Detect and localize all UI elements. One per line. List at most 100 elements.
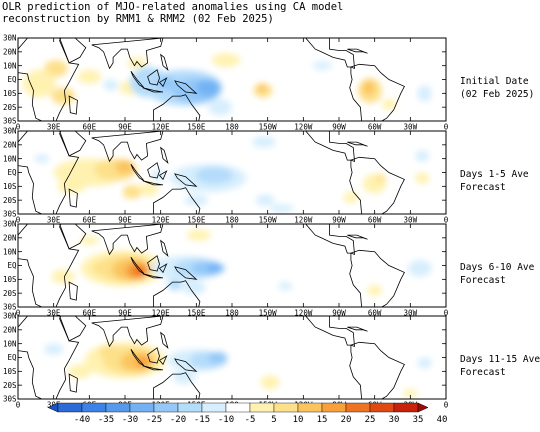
- lat-tick-label: 30N: [3, 127, 17, 136]
- anomaly-contour: [91, 261, 111, 276]
- coastline: [158, 263, 168, 274]
- lon-tick-label: 30E: [47, 216, 61, 225]
- anomaly-contour: [270, 204, 294, 213]
- coastline: [305, 224, 355, 255]
- lat-tick-label: 30N: [3, 312, 17, 321]
- anomaly-contour: [417, 357, 432, 369]
- coastline: [153, 372, 201, 399]
- coastline: [59, 316, 87, 342]
- anomaly-contour: [195, 166, 234, 184]
- lon-tick-label: 120E: [152, 216, 171, 225]
- coastline: [59, 131, 87, 157]
- anomaly-contour: [67, 364, 92, 379]
- lon-tick-label: 0: [16, 401, 21, 410]
- lon-tick-label: 180: [225, 309, 239, 318]
- lon-tick-label: 0: [16, 309, 21, 318]
- lat-tick-label: 30S: [3, 303, 17, 312]
- coastline: [59, 38, 87, 64]
- lat-tick-label: 10S: [3, 89, 17, 98]
- lat-tick-label: EQ: [7, 168, 17, 177]
- colorbar-label: 30: [389, 415, 400, 425]
- coastline: [18, 131, 80, 214]
- coastlines: [18, 316, 405, 399]
- coastline: [142, 273, 164, 279]
- lon-tick-label: 30E: [47, 309, 61, 318]
- anomaly-contour: [252, 136, 276, 148]
- anomaly-contour: [172, 369, 197, 384]
- coastline: [130, 70, 145, 89]
- colorbar-swatch: [105, 402, 131, 413]
- lat-tick-label: 20N: [3, 47, 17, 56]
- lon-tick-label: 0: [444, 401, 449, 410]
- coastline: [153, 280, 201, 307]
- coastline: [142, 365, 164, 371]
- coastline: [172, 131, 188, 132]
- lon-tick-label: 120W: [294, 216, 313, 225]
- lon-tick-label: 90W: [332, 216, 346, 225]
- anomaly-contour: [367, 284, 382, 296]
- anomaly-contour: [278, 282, 293, 291]
- lat-tick-label: 30N: [3, 220, 17, 229]
- panel-3-label-line1: Days 6-10 Ave: [460, 262, 535, 273]
- lon-tick-label: 0: [16, 123, 21, 132]
- colorbar-label: -25: [146, 415, 162, 425]
- coastline: [68, 95, 78, 115]
- anomaly-contour: [79, 236, 99, 245]
- colorbar-label: -20: [170, 415, 186, 425]
- anomaly-contour: [186, 229, 211, 241]
- anomaly-contour: [362, 80, 375, 95]
- lon-tick-label: 120E: [152, 123, 171, 132]
- coastline: [174, 80, 198, 94]
- lon-tick-label: 150W: [259, 123, 278, 132]
- lon-tick-label: 60W: [368, 123, 382, 132]
- panel-1-label-line1: Initial Date: [460, 76, 529, 87]
- anomaly-contour: [115, 160, 135, 174]
- coastline: [160, 331, 169, 349]
- colorbar-label: -15: [194, 415, 210, 425]
- coastline: [153, 187, 201, 214]
- coastline: [347, 326, 368, 332]
- colorbar-swatch: [393, 402, 419, 413]
- lat-tick-label: 10S: [3, 182, 17, 191]
- coastline: [160, 53, 169, 71]
- lon-tick-label: 0: [444, 123, 449, 132]
- anomaly-contour: [157, 76, 177, 91]
- coastline: [147, 255, 160, 272]
- coastline: [158, 355, 168, 366]
- anomaly-contour: [122, 184, 142, 199]
- lat-tick-label: 20N: [3, 140, 17, 149]
- anomaly-contour: [51, 269, 76, 284]
- lat-tick-label: 10N: [3, 154, 17, 163]
- anomaly-contour: [208, 98, 232, 116]
- coastlines: [18, 38, 405, 121]
- chart-title-line1: OLR prediction of MJO-related anomalies …: [2, 1, 344, 13]
- anomaly-contour: [139, 182, 159, 197]
- lat-tick-label: 20N: [3, 325, 17, 334]
- coastline: [347, 141, 368, 147]
- olr-anomaly-shading: [34, 136, 430, 213]
- lon-tick-label: 90W: [332, 123, 346, 132]
- coastlines: [18, 224, 405, 307]
- forecast-panel-4: 30N20N10NEQ10S20S30S030E60E90E120E150E18…: [3, 312, 449, 410]
- colorbar-label: 15: [317, 415, 328, 425]
- lat-tick-label: 30S: [3, 117, 17, 126]
- lat-tick-label: 20S: [3, 196, 17, 205]
- colorbar-swatch: [201, 402, 227, 413]
- lat-tick-label: 20S: [3, 103, 17, 112]
- anomaly-contour: [415, 172, 430, 184]
- coastline: [172, 38, 188, 39]
- colorbar-swatch: [225, 402, 251, 413]
- lon-tick-label: 180: [225, 123, 239, 132]
- coastline: [349, 63, 405, 121]
- anomaly-contour: [407, 259, 432, 277]
- coastline: [174, 173, 198, 187]
- panel-4-label-line1: Days 11-15 Ave: [460, 354, 540, 365]
- colorbar-swatch: [345, 402, 371, 413]
- lat-tick-label: 20S: [3, 381, 17, 390]
- coastline: [18, 224, 80, 307]
- coastline: [68, 188, 78, 208]
- colorbar-swatch: [297, 402, 323, 413]
- coastline: [18, 38, 80, 121]
